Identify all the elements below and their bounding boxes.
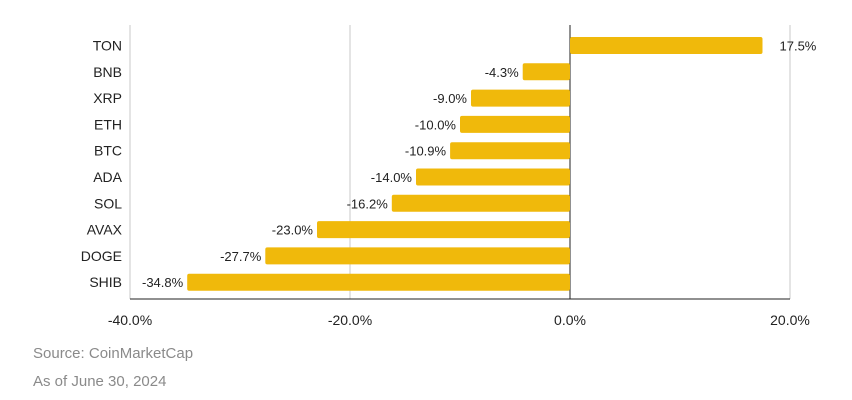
bar-shib xyxy=(187,273,570,291)
x-tick-label: 0.0% xyxy=(554,312,586,328)
value-label-btc: -10.9% xyxy=(405,144,447,159)
value-label-sol: -16.2% xyxy=(347,196,389,211)
category-labels: TON BNB XRP ETH BTC ADA SOL AVAX DOGE SHIB xyxy=(81,38,123,291)
x-tick-labels: -40.0% -20.0% 0.0% 20.0% xyxy=(108,312,810,328)
value-label-xrp: -9.0% xyxy=(433,91,467,106)
date-note: As of June 30, 2024 xyxy=(33,373,167,390)
bars xyxy=(187,37,763,291)
value-labels: 17.5% -4.3% -9.0% -10.0% -10.9% -14.0% -16.2% -… xyxy=(142,39,817,291)
x-tick-label: -40.0% xyxy=(108,312,152,328)
category-label-ada: ADA xyxy=(93,169,122,185)
bar-btc xyxy=(450,142,570,160)
value-label-ada: -14.0% xyxy=(371,170,413,185)
value-label-avax: -23.0% xyxy=(272,223,314,238)
bar-ton xyxy=(570,37,763,54)
bar-doge xyxy=(265,247,570,265)
bar-chart: 17.5% -4.3% -9.0% -10.0% -10.9% -14.0% -16.2% -… xyxy=(81,25,817,328)
x-tick-label: -20.0% xyxy=(328,312,372,328)
category-label-sol: SOL xyxy=(94,195,122,211)
category-label-avax: AVAX xyxy=(87,222,123,238)
value-label-doge: -27.7% xyxy=(220,249,262,264)
bar-bnb xyxy=(522,63,570,81)
category-label-shib: SHIB xyxy=(89,274,122,290)
category-label-ton: TON xyxy=(93,38,122,54)
bar-xrp xyxy=(471,89,570,107)
category-label-bnb: BNB xyxy=(93,64,122,80)
value-label-shib: -34.8% xyxy=(142,275,184,290)
category-label-doge: DOGE xyxy=(81,248,122,264)
value-label-bnb: -4.3% xyxy=(485,65,519,80)
category-label-xrp: XRP xyxy=(93,90,122,106)
value-label-ton: 17.5% xyxy=(780,39,817,54)
source-note: Source: CoinMarketCap xyxy=(33,345,194,362)
bar-ada xyxy=(416,168,570,186)
bar-sol xyxy=(391,194,570,212)
category-label-btc: BTC xyxy=(94,143,122,159)
bar-eth xyxy=(460,115,570,133)
x-tick-label: 20.0% xyxy=(770,312,810,328)
bar-avax xyxy=(317,221,570,239)
value-label-eth: -10.0% xyxy=(415,117,457,132)
category-label-eth: ETH xyxy=(94,116,122,132)
